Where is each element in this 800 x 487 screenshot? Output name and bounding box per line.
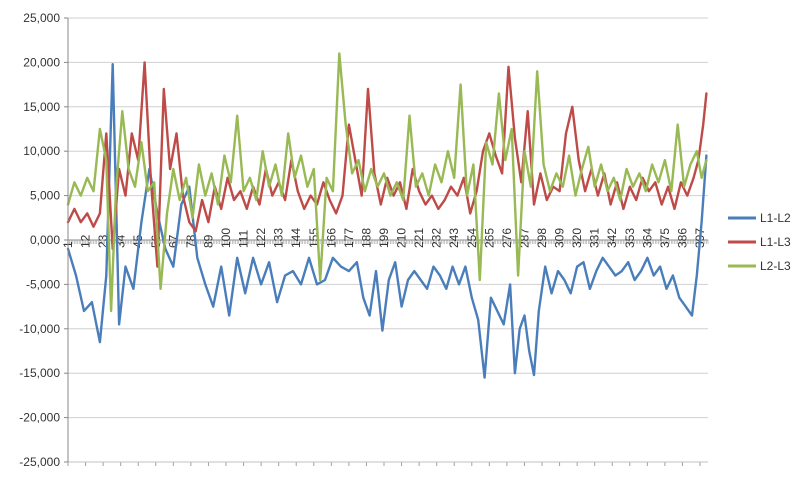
y-tick-label: 20,000 [23,55,60,69]
x-tick-label: 309 [553,228,567,248]
x-tick-label: 298 [535,228,549,248]
x-tick-label: 331 [588,228,602,248]
x-tick-label: 133 [272,228,286,248]
legend: L1-L2 L1-L3 L2-L3 [728,211,791,273]
y-tick-label: -5,000 [26,277,60,291]
legend-label: L1-L2 [760,211,791,225]
legend-label: L2-L3 [760,259,791,273]
x-tick-label: 199 [377,228,391,248]
x-tick-label: 111 [237,229,251,248]
y-tick-label: 5,000 [30,189,60,203]
y-tick-label: -20,000 [19,411,60,425]
x-tick-label: 320 [570,228,584,248]
y-tick-label: -15,000 [19,366,60,380]
legend-label: L1-L3 [760,235,791,249]
y-tick-label: 15,000 [23,100,60,114]
x-tick-label: 265 [482,228,496,248]
x-tick-label: 188 [359,228,373,248]
x-tick-label: 89 [201,234,215,248]
x-tick-label: 375 [658,228,672,248]
x-tick-label: 210 [395,228,409,248]
series-line-l2-l3 [66,52,708,313]
x-tick-label: 364 [640,228,654,248]
x-tick-label: 166 [324,228,338,248]
y-tick-label: 10,000 [23,144,60,158]
x-tick-label: 386 [675,228,689,248]
x-tick-label: 100 [219,228,233,248]
x-tick-label: 144 [289,228,303,248]
series-lines [66,52,708,379]
y-tick-label: 0,000 [30,233,60,247]
x-tick-label: 254 [465,228,479,248]
y-tick-label: -25,000 [19,455,60,469]
x-tick-label: 353 [623,228,637,248]
x-tick-label: 177 [342,228,356,248]
x-tick-label: 122 [254,228,268,248]
y-tick-label: 25,000 [23,11,60,25]
x-tick-label: 276 [500,228,514,248]
y-axis: -25,000 -20,000 -15,000 -10,000 -5,000 0,000 5… [19,11,69,469]
y-tick-label: -10,000 [19,322,60,336]
x-tick-label: 12 [79,234,93,248]
x-tick-label: 221 [412,228,426,248]
x-axis: 1122334455667788910011112213314415516617… [61,228,709,466]
series-line-l1-l2 [66,62,708,379]
x-tick-label: 232 [430,228,444,248]
x-tick-label: 342 [605,228,619,248]
x-tick-label: 243 [447,228,461,248]
